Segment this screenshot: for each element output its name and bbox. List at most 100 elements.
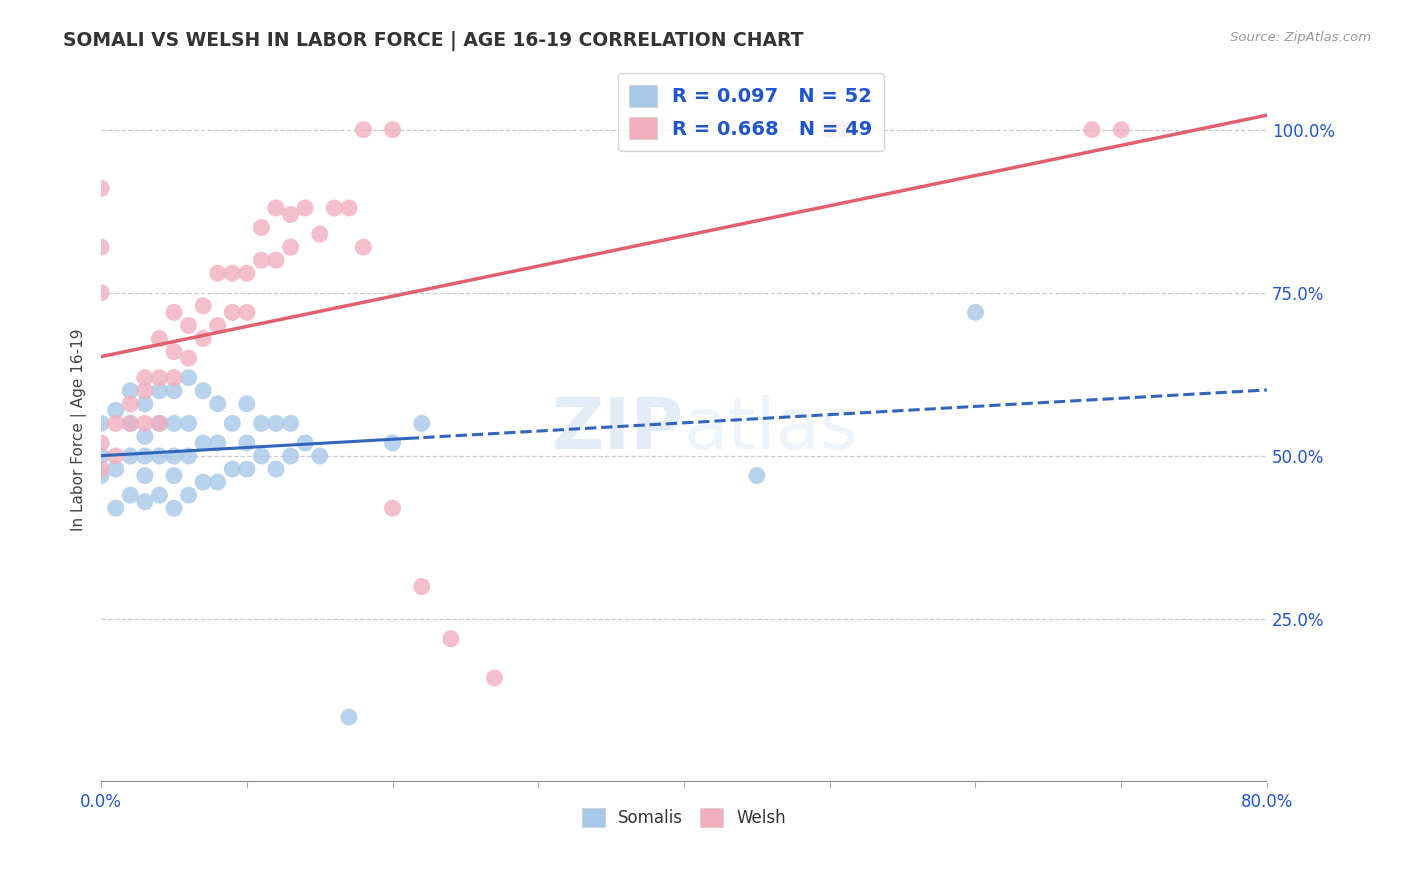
Point [191, 299, 214, 313]
Point [163, 449, 186, 463]
Point [163, 501, 186, 516]
Point [834, 122, 856, 136]
Point [236, 397, 259, 411]
Point [90, 449, 112, 463]
Point [177, 351, 200, 365]
Point [250, 220, 273, 235]
Point [90, 240, 112, 254]
Point [440, 632, 463, 646]
Point [250, 417, 273, 431]
Point [191, 436, 214, 450]
Point [280, 449, 302, 463]
Point [120, 488, 142, 502]
Point [177, 449, 200, 463]
Point [148, 370, 170, 384]
Point [381, 436, 404, 450]
Legend: Somalis, Welsh: Somalis, Welsh [575, 801, 793, 834]
Point [134, 468, 156, 483]
Point [308, 227, 330, 241]
Point [236, 305, 259, 319]
Point [148, 449, 170, 463]
Point [120, 417, 142, 431]
Text: atlas: atlas [683, 395, 859, 465]
Point [207, 318, 229, 333]
Point [90, 436, 112, 450]
Point [294, 436, 316, 450]
Point [148, 384, 170, 398]
Point [191, 332, 214, 346]
Point [163, 305, 186, 319]
Point [207, 397, 229, 411]
Point [236, 436, 259, 450]
Point [134, 417, 156, 431]
Point [221, 417, 243, 431]
Point [337, 201, 360, 215]
Point [264, 462, 287, 476]
Point [90, 285, 112, 300]
Point [90, 181, 112, 195]
Point [134, 449, 156, 463]
Point [308, 449, 330, 463]
Point [294, 201, 316, 215]
Point [221, 305, 243, 319]
Point [120, 397, 142, 411]
Point [411, 580, 433, 594]
Point [411, 417, 433, 431]
Point [134, 370, 156, 384]
Point [163, 370, 186, 384]
Point [745, 468, 768, 483]
Point [90, 468, 112, 483]
Point [148, 417, 170, 431]
Point [148, 332, 170, 346]
Point [177, 488, 200, 502]
Point [352, 240, 374, 254]
Text: SOMALI VS WELSH IN LABOR FORCE | AGE 16-19 CORRELATION CHART: SOMALI VS WELSH IN LABOR FORCE | AGE 16-… [63, 31, 804, 51]
Point [90, 417, 112, 431]
Text: ZIP: ZIP [551, 395, 683, 465]
Point [250, 449, 273, 463]
Point [120, 384, 142, 398]
Point [381, 122, 404, 136]
Point [818, 122, 841, 136]
Point [280, 207, 302, 221]
Point [134, 429, 156, 443]
Point [177, 318, 200, 333]
Point [104, 501, 127, 516]
Point [264, 253, 287, 268]
Point [352, 122, 374, 136]
Point [221, 462, 243, 476]
Point [134, 397, 156, 411]
Point [163, 344, 186, 359]
Point [323, 201, 346, 215]
Point [134, 494, 156, 508]
Point [177, 370, 200, 384]
Point [148, 488, 170, 502]
Point [965, 305, 987, 319]
Point [163, 384, 186, 398]
Point [104, 449, 127, 463]
Point [90, 462, 112, 476]
Point [104, 403, 127, 417]
Y-axis label: In Labor Force | Age 16-19: In Labor Force | Age 16-19 [72, 328, 87, 531]
Point [1081, 122, 1104, 136]
Point [120, 417, 142, 431]
Point [207, 475, 229, 489]
Point [236, 266, 259, 280]
Point [236, 462, 259, 476]
Point [207, 436, 229, 450]
Point [177, 417, 200, 431]
Point [163, 468, 186, 483]
Point [280, 240, 302, 254]
Point [221, 266, 243, 280]
Text: Source: ZipAtlas.com: Source: ZipAtlas.com [1230, 31, 1371, 45]
Point [280, 417, 302, 431]
Point [120, 449, 142, 463]
Point [134, 384, 156, 398]
Point [381, 501, 404, 516]
Point [148, 417, 170, 431]
Point [207, 266, 229, 280]
Point [191, 475, 214, 489]
Point [104, 417, 127, 431]
Point [250, 253, 273, 268]
Point [337, 710, 360, 724]
